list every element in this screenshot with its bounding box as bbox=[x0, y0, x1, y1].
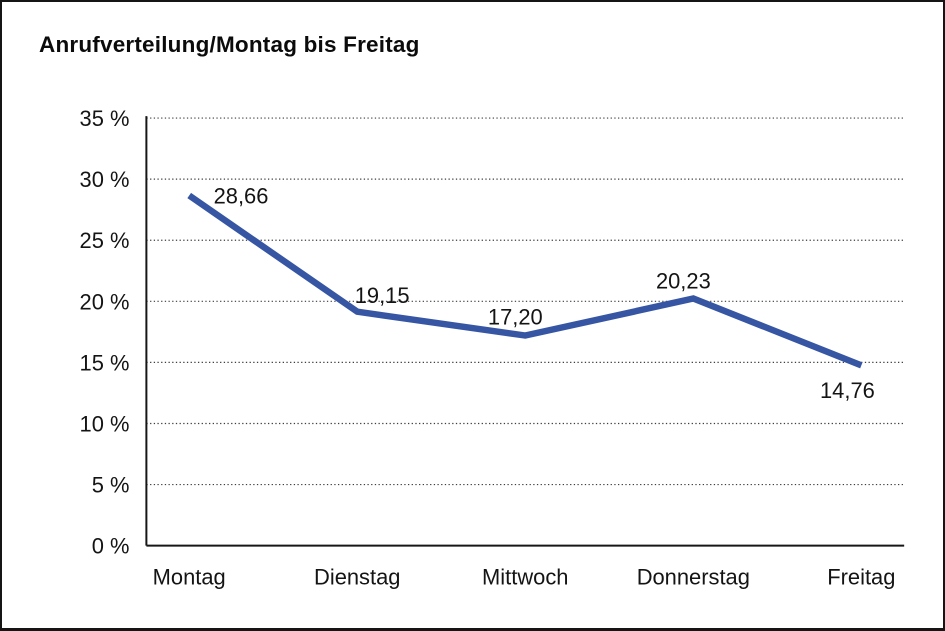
x-tick-label: Freitag bbox=[827, 564, 895, 589]
data-point-label: 20,23 bbox=[656, 269, 711, 294]
y-tick-label: 25 % bbox=[80, 228, 130, 253]
data-point-label: 17,20 bbox=[488, 305, 543, 330]
chart-title: Anrufverteilung/Montag bis Freitag bbox=[39, 32, 420, 57]
x-tick-label: Dienstag bbox=[314, 564, 400, 589]
data-point-label: 28,66 bbox=[214, 184, 269, 209]
y-tick-label: 15 % bbox=[80, 350, 130, 375]
y-tick-label: 30 % bbox=[80, 167, 130, 192]
y-tick-label: 35 % bbox=[80, 106, 130, 131]
data-point-label: 19,15 bbox=[355, 283, 410, 308]
y-tick-label: 10 % bbox=[80, 411, 130, 436]
x-tick-label: Montag bbox=[153, 564, 226, 589]
x-tick-label: Mittwoch bbox=[482, 564, 568, 589]
data-line bbox=[187, 192, 863, 369]
y-tick-label: 20 % bbox=[80, 289, 130, 314]
x-tick-label: Donnerstag bbox=[637, 564, 750, 589]
y-tick-label: 5 % bbox=[92, 473, 130, 498]
y-tick-label: 0 % bbox=[92, 534, 130, 559]
data-point-label: 14,76 bbox=[820, 378, 875, 403]
